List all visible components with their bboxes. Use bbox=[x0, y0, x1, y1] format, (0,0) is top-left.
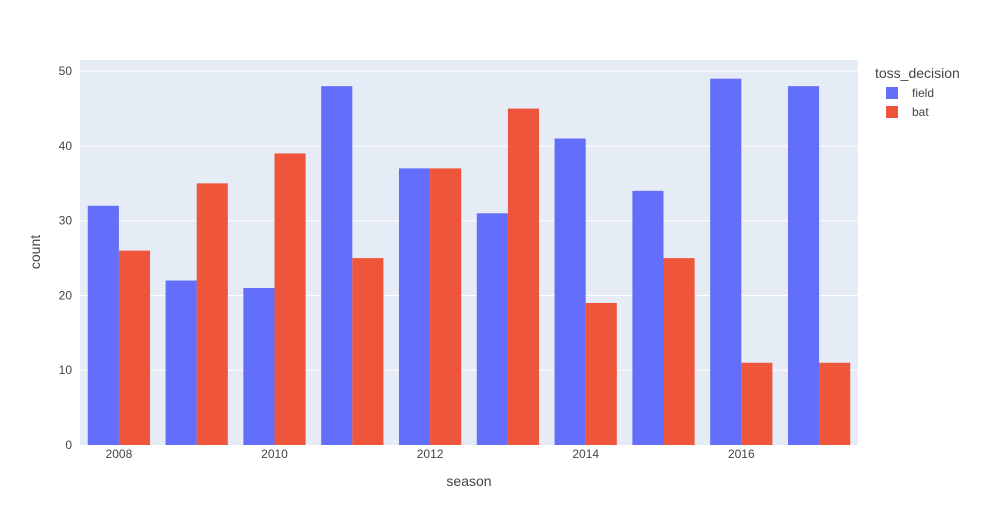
bar-bat-2010 bbox=[274, 153, 306, 446]
x-axis-title: season bbox=[446, 473, 491, 489]
x-tick-label: 2014 bbox=[572, 447, 599, 461]
bar-field-2014 bbox=[554, 138, 586, 445]
legend-title: toss_decision bbox=[875, 65, 960, 81]
bar-field-2011 bbox=[321, 86, 353, 446]
bar-bat-2016 bbox=[741, 362, 773, 445]
y-tick-label: 20 bbox=[59, 288, 73, 302]
legend-label-field[interactable]: field bbox=[912, 86, 934, 100]
legend: toss_decision field bat bbox=[875, 65, 960, 119]
bar-field-2009 bbox=[165, 280, 197, 445]
bar-field-2017 bbox=[787, 86, 820, 446]
y-tick-labels: 0 10 20 30 40 50 bbox=[59, 64, 73, 452]
y-tick-label: 40 bbox=[59, 139, 73, 153]
x-tick-label: 2010 bbox=[261, 447, 288, 461]
bar-field-2013 bbox=[476, 213, 508, 445]
y-tick-label: 50 bbox=[59, 64, 73, 78]
bar-field-2015 bbox=[632, 190, 664, 445]
bar-bat-2017 bbox=[819, 362, 851, 445]
bar-field-2010 bbox=[243, 288, 275, 445]
x-tick-label: 2016 bbox=[728, 447, 755, 461]
x-tick-label: 2012 bbox=[417, 447, 444, 461]
bar-field-2012 bbox=[398, 168, 431, 445]
legend-swatch-bat[interactable] bbox=[886, 106, 898, 118]
bars bbox=[87, 78, 851, 446]
bar-bat-2012 bbox=[430, 168, 462, 445]
x-tick-labels: 2008 2010 2012 2014 2016 bbox=[106, 447, 755, 461]
legend-items: field bat bbox=[886, 86, 934, 119]
legend-label-bat[interactable]: bat bbox=[912, 105, 929, 119]
y-tick-label: 30 bbox=[59, 214, 73, 228]
bar-bat-2013 bbox=[507, 108, 540, 446]
bar-bat-2008 bbox=[118, 250, 151, 445]
y-axis-title: count bbox=[27, 235, 43, 269]
bar-field-2008 bbox=[87, 205, 119, 445]
legend-swatch-field[interactable] bbox=[886, 87, 898, 99]
bar-bat-2015 bbox=[663, 258, 695, 445]
bar-bat-2014 bbox=[585, 302, 617, 445]
bar-bat-2011 bbox=[352, 258, 384, 445]
bar-bat-2009 bbox=[196, 183, 228, 445]
y-tick-label: 0 bbox=[65, 438, 72, 452]
y-tick-label: 10 bbox=[59, 363, 73, 377]
bar-field-2016 bbox=[710, 78, 742, 445]
x-tick-label: 2008 bbox=[106, 447, 133, 461]
